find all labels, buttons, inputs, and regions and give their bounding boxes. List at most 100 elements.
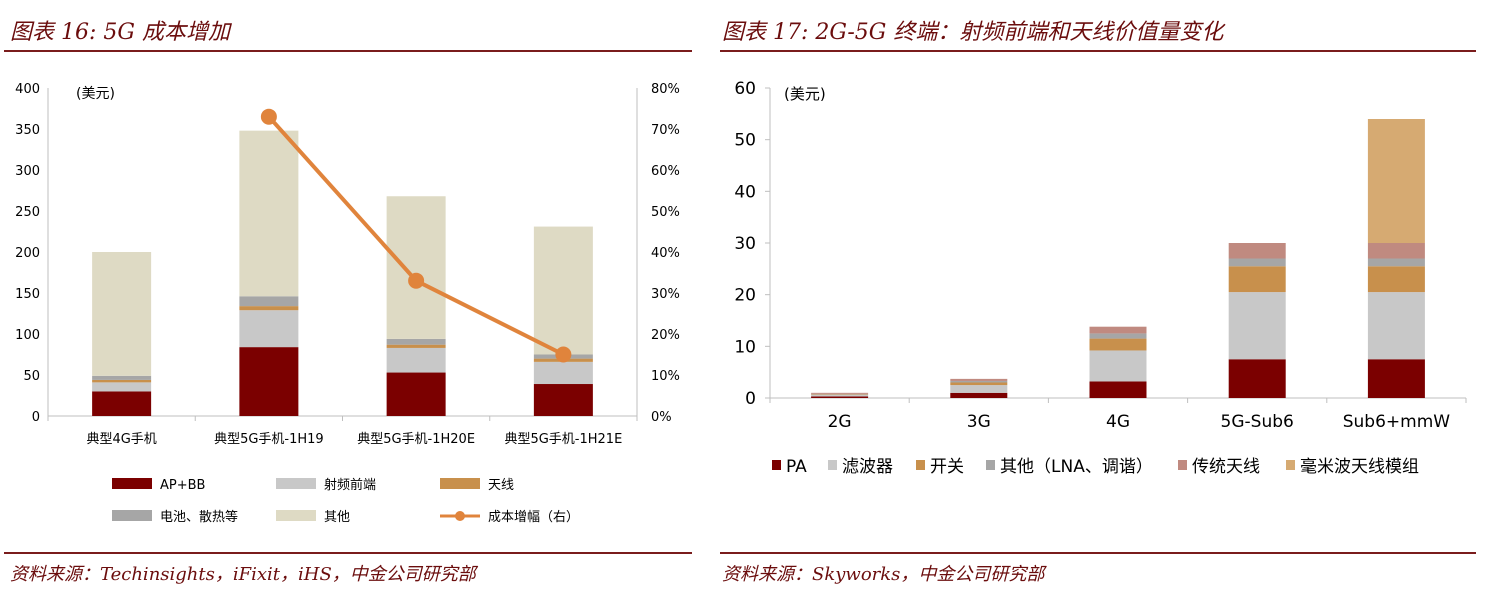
- bar-segment: [1228, 292, 1286, 360]
- bar-segment: [239, 306, 299, 311]
- x-tick-label: 5G-Sub6: [1221, 412, 1294, 432]
- bar-segment: [1367, 266, 1425, 293]
- y-tick-label: 0: [32, 410, 40, 425]
- bar-segment: [386, 338, 446, 345]
- legend-label: 射频前端: [324, 477, 376, 493]
- bar-segment: [811, 396, 869, 398]
- bar-segment: [239, 347, 299, 416]
- bar-segment: [1367, 359, 1425, 398]
- y2-tick-label: 10%: [651, 369, 680, 384]
- y-tick-label: 10: [734, 337, 756, 357]
- bottom-rule: [4, 552, 692, 554]
- legend-label: 传统天线: [1192, 457, 1260, 477]
- bar-segment: [92, 382, 152, 392]
- y-tick-label: 0: [745, 389, 756, 409]
- bar-segment: [533, 226, 593, 355]
- legend-swatch: [986, 460, 995, 470]
- bar-segment: [92, 375, 152, 380]
- x-tick-label: 2G: [828, 412, 852, 432]
- figure-16-source: 资料来源：Techinsights，iFixit，iHS，中金公司研究部: [10, 564, 476, 585]
- y2-tick-label: 70%: [651, 123, 680, 138]
- bar-segment: [386, 347, 446, 373]
- bar-segment: [950, 392, 1008, 398]
- bar-segment: [950, 378, 1008, 381]
- y-tick-label: 20: [734, 286, 756, 306]
- unit-label: (美元): [76, 86, 115, 102]
- legend-swatch: [276, 510, 316, 521]
- bar-segment: [1367, 119, 1425, 243]
- y-tick-label: 400: [15, 82, 40, 97]
- legend-label: 滤波器: [842, 457, 893, 477]
- legend-swatch: [276, 478, 316, 489]
- legend-swatch: [1178, 460, 1187, 470]
- legend-swatch: [440, 478, 480, 489]
- x-tick-label: Sub6+mmW: [1343, 412, 1451, 432]
- x-tick-label: 典型5G手机-1H21E: [504, 432, 622, 447]
- y2-tick-label: 80%: [651, 82, 680, 97]
- bar-segment: [811, 392, 869, 394]
- figure-17-title: 图表 17: 2G-5G 终端：射频前端和天线价值量变化: [722, 20, 1224, 45]
- y-tick-label: 250: [15, 205, 40, 220]
- legend-swatch: [772, 460, 781, 470]
- bar-segment: [811, 394, 869, 397]
- bar-segment: [92, 391, 152, 416]
- top-rule: [720, 50, 1476, 52]
- bar-segment: [811, 393, 869, 395]
- figure-16-title: 图表 16: 5G 成本增加: [10, 20, 230, 45]
- y2-tick-label: 0%: [651, 410, 672, 425]
- x-tick-label: 3G: [967, 412, 991, 432]
- x-tick-label: 4G: [1106, 412, 1130, 432]
- bar-segment: [1228, 243, 1286, 259]
- legend-line-marker: [455, 511, 465, 521]
- bar-segment: [386, 344, 446, 348]
- bar-segment: [92, 379, 152, 383]
- legend-label: 毫米波天线模组: [1300, 457, 1419, 477]
- legend-label: AP+BB: [160, 478, 205, 493]
- y-tick-label: 50: [734, 131, 756, 151]
- legend-swatch: [1286, 460, 1295, 470]
- bar-segment: [1367, 243, 1425, 259]
- bar-segment: [950, 385, 1008, 393]
- x-tick-label: 典型5G手机-1H19: [214, 432, 324, 447]
- right-panel: 图表 17: 2G-5G 终端：射频前端和天线价值量变化 0 10 20 30 40 50…: [720, 0, 1486, 614]
- legend-label: 天线: [488, 478, 514, 493]
- bar-segment: [1089, 381, 1147, 398]
- bar-segment: [239, 130, 299, 297]
- bar-segment: [950, 380, 1008, 383]
- figure-17-source: 资料来源：Skyworks，中金公司研究部: [722, 564, 1045, 585]
- bar-segment: [1367, 258, 1425, 267]
- bar-segment: [1367, 292, 1425, 360]
- bar-segment: [1228, 258, 1286, 267]
- legend-label: 成本增幅（右）: [488, 510, 579, 525]
- y-tick-label: 350: [15, 123, 40, 138]
- bar-segment: [92, 252, 152, 376]
- bar-segment: [1089, 333, 1147, 339]
- cost-increase-point: [260, 108, 277, 125]
- y-tick-label: 150: [15, 287, 40, 302]
- bar-segment: [1089, 350, 1147, 382]
- bar-segment: [950, 382, 1008, 386]
- bar-segment: [1089, 338, 1147, 351]
- y-tick-label: 300: [15, 164, 40, 179]
- x-tick-label: 典型5G手机-1H20E: [357, 432, 475, 447]
- bar-segment: [533, 384, 593, 416]
- y2-tick-label: 40%: [651, 246, 680, 261]
- bar-segment: [1228, 359, 1286, 398]
- y2-tick-label: 20%: [651, 328, 680, 343]
- bar-segment: [239, 296, 299, 307]
- legend-swatch: [916, 460, 925, 470]
- y-tick-label: 50: [23, 369, 40, 384]
- bar-segment: [1089, 326, 1147, 334]
- rf-value-chart: 0 10 20 30 40 50 60 (美元) 2G 3G 4G 5G-Sub6 Sub6+mmW PA…: [734, 79, 1467, 477]
- y2-tick-label: 30%: [651, 287, 680, 302]
- y2-tick-label: 50%: [651, 205, 680, 220]
- legend-swatch: [112, 510, 152, 521]
- cost-increase-chart: 0 50 100 150 200 250 300 350 400 0% 10% 20% 30% 40% 50…: [15, 82, 680, 525]
- top-rule: [4, 50, 692, 52]
- unit-label: (美元): [784, 85, 826, 103]
- legend-label: 电池、散热等: [160, 509, 238, 525]
- bar-segment: [239, 310, 299, 348]
- bar-segment: [1228, 266, 1286, 293]
- legend-label: 其他（LNA、调谐）: [1000, 457, 1153, 477]
- cost-increase-point: [555, 346, 572, 363]
